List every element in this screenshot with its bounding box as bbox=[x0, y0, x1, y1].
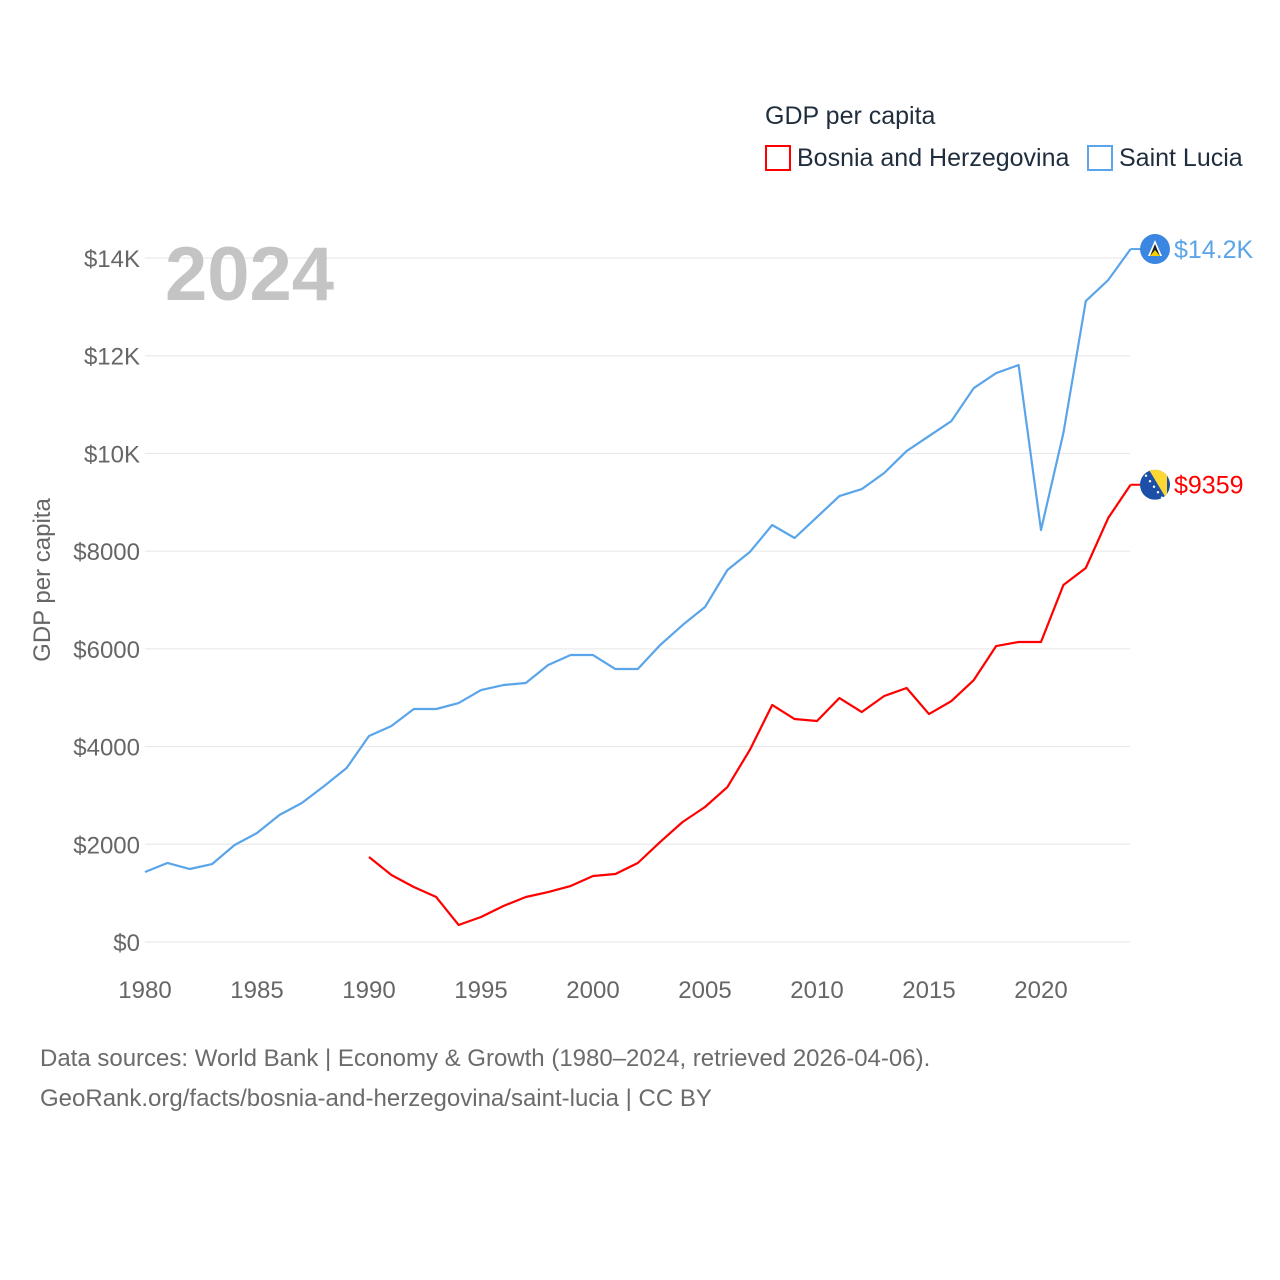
flag-triangle bbox=[1150, 250, 1160, 257]
source-line-1: Data sources: World Bank | Economy & Gro… bbox=[40, 1045, 931, 1072]
legend-swatch bbox=[765, 145, 791, 171]
legend-title: GDP per capita bbox=[765, 102, 936, 130]
y-tick-label: $2000 bbox=[73, 832, 140, 859]
legend-label: Saint Lucia bbox=[1119, 144, 1243, 172]
legend-label: Bosnia and Herzegovina bbox=[797, 144, 1069, 172]
y-tick-label: $0 bbox=[113, 930, 140, 957]
x-tick-label: 1995 bbox=[454, 977, 507, 1004]
series-line-bosnia bbox=[368, 484, 1132, 927]
x-tick-label: 1980 bbox=[118, 977, 171, 1004]
x-tick-label: 1990 bbox=[342, 977, 395, 1004]
x-tick-label: 2000 bbox=[566, 977, 619, 1004]
y-tick-label: $6000 bbox=[73, 637, 140, 664]
year-label: 2024 bbox=[165, 232, 334, 317]
x-tick-label: 2010 bbox=[790, 977, 843, 1004]
x-tick-label: 2015 bbox=[902, 977, 955, 1004]
bosnia-flag-icon bbox=[1140, 469, 1170, 500]
series-line-saint-lucia bbox=[144, 248, 1132, 874]
y-tick-label: $4000 bbox=[73, 735, 140, 762]
legend-swatch bbox=[1087, 145, 1113, 171]
end-value-label: $9359 bbox=[1174, 472, 1244, 500]
source-line-2[interactable]: GeoRank.org/facts/bosnia-and-herzegovina… bbox=[40, 1085, 712, 1112]
y-axis-label: GDP per capita bbox=[29, 498, 56, 662]
x-tick-label: 2020 bbox=[1014, 977, 1067, 1004]
end-value-label: $14.2K bbox=[1174, 236, 1254, 264]
y-tick-label: $12K bbox=[84, 344, 140, 371]
y-tick-label: $8000 bbox=[73, 539, 140, 566]
x-tick-label: 1985 bbox=[230, 977, 283, 1004]
x-tick-label: 2005 bbox=[678, 977, 731, 1004]
y-tick-label: $10K bbox=[84, 441, 140, 468]
y-tick-label: $14K bbox=[84, 246, 140, 273]
